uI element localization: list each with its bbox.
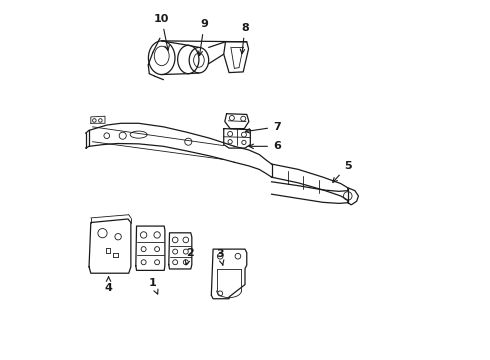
Text: 7: 7 xyxy=(245,122,281,133)
Text: 6: 6 xyxy=(249,141,281,151)
Text: 1: 1 xyxy=(149,278,158,294)
Text: 5: 5 xyxy=(333,161,352,183)
Text: 4: 4 xyxy=(104,277,113,293)
Text: 10: 10 xyxy=(154,14,170,50)
Text: 3: 3 xyxy=(217,249,224,265)
Text: 8: 8 xyxy=(240,23,249,54)
Text: 2: 2 xyxy=(185,248,194,265)
Text: 9: 9 xyxy=(198,19,208,55)
